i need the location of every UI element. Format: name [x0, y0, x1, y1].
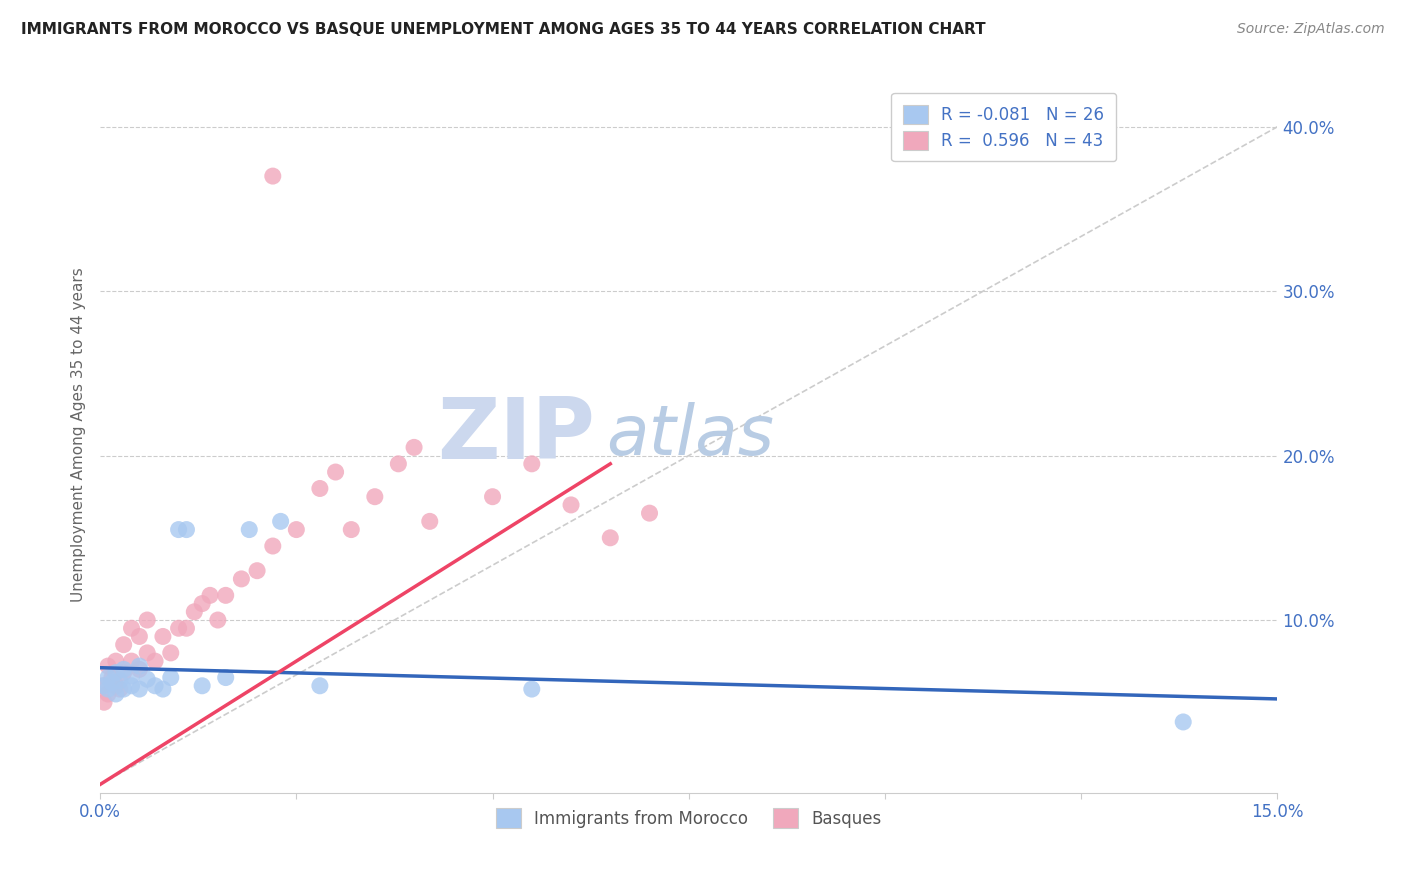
Point: [404, 441, 426, 455]
Point: [93, 695, 115, 709]
Point: [104, 665, 127, 680]
Point: [136, 613, 159, 627]
Legend: Immigrants from Morocco, Basques: Immigrants from Morocco, Basques: [489, 802, 889, 834]
Point: [176, 621, 198, 635]
Point: [309, 482, 332, 496]
Point: [191, 597, 214, 611]
Text: atlas: atlas: [606, 401, 775, 468]
Point: [262, 539, 284, 553]
Point: [246, 564, 269, 578]
Point: [159, 646, 181, 660]
Point: [112, 682, 135, 697]
Point: [191, 679, 214, 693]
Point: [176, 523, 198, 537]
Point: [560, 498, 582, 512]
Point: [215, 588, 238, 602]
Point: [520, 682, 543, 697]
Point: [121, 654, 143, 668]
Point: [231, 572, 253, 586]
Point: [112, 665, 135, 680]
Point: [128, 682, 150, 697]
Point: [309, 679, 332, 693]
Point: [481, 490, 503, 504]
Text: ZIP: ZIP: [437, 393, 595, 476]
Point: [108, 673, 131, 688]
Point: [143, 654, 166, 668]
Point: [97, 671, 120, 685]
Point: [198, 588, 221, 602]
Point: [340, 523, 363, 537]
Point: [128, 662, 150, 676]
Point: [387, 457, 409, 471]
Point: [207, 613, 229, 627]
Point: [136, 646, 159, 660]
Point: [104, 687, 127, 701]
Point: [93, 679, 115, 693]
Point: [419, 514, 441, 528]
Point: [638, 506, 661, 520]
Point: [97, 687, 120, 701]
Point: [238, 523, 260, 537]
Point: [121, 621, 143, 635]
Point: [128, 659, 150, 673]
Point: [262, 169, 284, 183]
Point: [128, 630, 150, 644]
Text: IMMIGRANTS FROM MOROCCO VS BASQUE UNEMPLOYMENT AMONG AGES 35 TO 44 YEARS CORRELA: IMMIGRANTS FROM MOROCCO VS BASQUE UNEMPL…: [21, 22, 986, 37]
Point: [121, 679, 143, 693]
Point: [364, 490, 387, 504]
Point: [599, 531, 621, 545]
Point: [325, 465, 347, 479]
Point: [215, 671, 238, 685]
Point: [108, 682, 131, 697]
Point: [152, 630, 174, 644]
Y-axis label: Unemployment Among Ages 35 to 44 years: Unemployment Among Ages 35 to 44 years: [72, 268, 86, 602]
Point: [91, 679, 114, 693]
Point: [104, 679, 127, 693]
Point: [97, 659, 120, 673]
Point: [285, 523, 308, 537]
Point: [97, 682, 120, 697]
Point: [152, 682, 174, 697]
Point: [101, 675, 124, 690]
Point: [520, 457, 543, 471]
Point: [159, 671, 181, 685]
Point: [167, 621, 190, 635]
Point: [101, 671, 124, 685]
Point: [183, 605, 205, 619]
Point: [112, 638, 135, 652]
Text: Source: ZipAtlas.com: Source: ZipAtlas.com: [1237, 22, 1385, 37]
Point: [270, 514, 292, 528]
Point: [143, 679, 166, 693]
Point: [167, 523, 190, 537]
Point: [1173, 714, 1195, 729]
Point: [136, 672, 159, 686]
Point: [112, 662, 135, 676]
Point: [121, 669, 143, 683]
Point: [104, 654, 127, 668]
